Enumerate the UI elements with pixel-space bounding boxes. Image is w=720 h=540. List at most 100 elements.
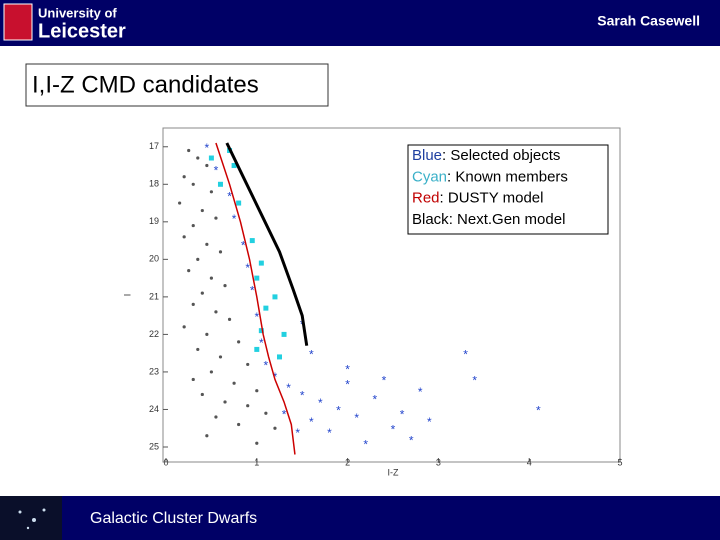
selected-object: * <box>318 396 323 410</box>
selected-object: * <box>382 374 387 388</box>
star <box>42 508 46 512</box>
legend-entry: Cyan: Known members <box>412 168 568 185</box>
selected-object: * <box>345 377 350 391</box>
selected-object: * <box>254 310 259 324</box>
x-tick-label: 5 <box>617 457 622 467</box>
x-tick-label: 3 <box>436 457 441 467</box>
known-member <box>258 328 264 334</box>
selected-object: * <box>463 347 468 361</box>
legend-entry: Red: DUSTY model <box>412 190 543 207</box>
legend-key: Blue <box>412 147 442 164</box>
star <box>26 526 30 530</box>
selected-object: * <box>245 261 250 275</box>
known-member <box>263 305 269 311</box>
slide-title: I,I-Z CMD candidates <box>32 71 259 98</box>
legend-text: : Known members <box>447 168 568 185</box>
legend-entry: Black: Next.Gen model <box>412 211 565 228</box>
selected-object: * <box>259 336 264 350</box>
selected-object: * <box>241 239 246 253</box>
y-tick-label: 22 <box>149 329 159 339</box>
legend-key: Black <box>412 211 449 228</box>
selected-object: * <box>391 422 396 436</box>
x-axis-label: I-Z <box>388 467 399 477</box>
field-star <box>214 310 218 314</box>
field-star <box>264 411 268 415</box>
y-tick-label: 23 <box>149 366 159 376</box>
legend-key: Red <box>412 190 440 207</box>
y-tick-label: 17 <box>149 141 159 151</box>
selected-object: * <box>327 426 332 440</box>
selected-object: * <box>309 415 314 429</box>
field-star <box>255 389 259 393</box>
known-member <box>236 200 242 206</box>
field-star <box>214 216 218 220</box>
footer-image <box>0 496 62 540</box>
selected-object: * <box>232 212 237 226</box>
field-star <box>182 235 186 239</box>
star <box>32 518 36 522</box>
selected-object: * <box>409 434 414 448</box>
selected-object: * <box>205 141 210 155</box>
field-star <box>246 404 250 408</box>
known-member <box>254 346 260 352</box>
selected-object: * <box>264 359 269 373</box>
known-member <box>231 163 237 169</box>
field-star <box>196 347 200 352</box>
selected-object: * <box>373 392 378 406</box>
field-star <box>182 175 186 179</box>
y-tick-label: 20 <box>149 254 159 264</box>
selected-object: * <box>472 374 477 388</box>
star <box>18 510 22 514</box>
selected-object: * <box>309 347 314 361</box>
field-star <box>205 163 209 168</box>
known-member <box>208 155 214 161</box>
selected-object: * <box>227 190 232 204</box>
known-member <box>258 260 264 266</box>
selected-object: * <box>345 362 350 376</box>
title-box <box>25 63 329 107</box>
y-axis-label: I <box>122 294 132 297</box>
y-tick-label: 18 <box>149 179 159 189</box>
field-star <box>191 302 195 306</box>
legend-entry: Blue: Selected objects <box>412 147 560 164</box>
legend-box <box>407 144 609 235</box>
field-star <box>237 422 241 427</box>
field-star <box>218 355 223 359</box>
y-tick-label: 21 <box>149 291 159 301</box>
model-line <box>215 142 296 455</box>
author: Sarah Casewell <box>597 13 700 29</box>
field-star <box>205 434 209 438</box>
model-line <box>225 142 309 346</box>
x-tick-label: 1 <box>254 457 259 467</box>
selected-object: * <box>295 426 300 440</box>
selected-object: * <box>214 163 219 177</box>
selected-object: * <box>286 381 291 395</box>
logo-shield <box>3 3 33 41</box>
x-tick-label: 4 <box>527 457 532 467</box>
known-member <box>254 275 260 281</box>
x-tick-label: 2 <box>345 457 350 467</box>
field-star <box>273 426 277 430</box>
field-star <box>200 392 204 397</box>
selected-object: * <box>427 415 432 429</box>
footer-text: Galactic Cluster Dwarfs <box>90 510 257 527</box>
logo-line1: University of <box>38 5 117 20</box>
field-star <box>237 340 241 344</box>
field-star <box>218 250 223 254</box>
known-member <box>249 238 255 244</box>
known-member <box>272 294 278 300</box>
field-star <box>205 332 209 337</box>
selected-object: * <box>418 385 423 399</box>
selected-object: * <box>282 407 287 421</box>
field-star <box>191 182 195 186</box>
field-star <box>196 257 200 261</box>
legend-text: : Selected objects <box>442 147 560 164</box>
field-star <box>227 317 232 321</box>
known-member <box>277 354 282 360</box>
logo-line2: Leicester <box>38 20 126 42</box>
known-member <box>217 181 223 187</box>
field-star <box>178 201 182 205</box>
field-star <box>191 223 195 228</box>
